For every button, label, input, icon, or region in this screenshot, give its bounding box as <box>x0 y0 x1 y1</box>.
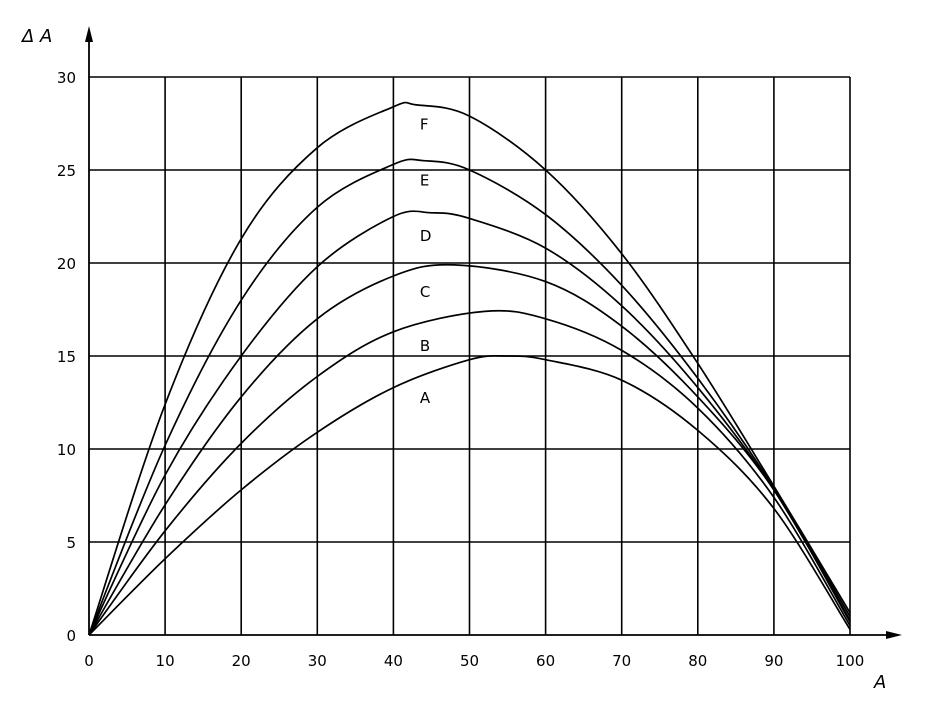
x-tick-label-30: 30 <box>308 652 327 670</box>
x-tick-label-90: 90 <box>764 652 783 670</box>
y-tick-label-10: 10 <box>57 441 76 459</box>
series-label-C: C <box>420 283 430 301</box>
series-line-E <box>88 158 851 636</box>
series-label-B: B <box>420 337 430 355</box>
x-axis-arrow <box>886 631 902 639</box>
series-curves <box>88 101 851 636</box>
series-line-D <box>88 210 851 636</box>
y-tick-label-30: 30 <box>57 69 76 87</box>
y-tick-label-0: 0 <box>66 627 76 645</box>
y-tick-label-15: 15 <box>57 348 76 366</box>
series-label-E: E <box>420 171 429 189</box>
x-tick-label-80: 80 <box>688 652 707 670</box>
series-line-F <box>88 101 851 636</box>
x-axis-title: A <box>873 672 886 693</box>
x-tick-label-100: 100 <box>836 652 865 670</box>
y-tick-label-20: 20 <box>57 255 76 273</box>
x-tick-label-60: 60 <box>536 652 555 670</box>
series-label-D: D <box>420 227 432 245</box>
x-tick-label-40: 40 <box>384 652 403 670</box>
x-tick-label-20: 20 <box>232 652 251 670</box>
y-tick-label-25: 25 <box>57 162 76 180</box>
series-labels: A B C D E F <box>420 116 432 407</box>
y-axis-title: Δ A <box>20 26 52 47</box>
y-axis-arrow <box>85 26 93 42</box>
series-line-C <box>88 263 851 636</box>
x-tick-label-50: 50 <box>460 652 479 670</box>
series-label-F: F <box>420 116 429 134</box>
grid <box>89 76 851 635</box>
series-label-A: A <box>420 389 431 407</box>
axes <box>85 26 902 639</box>
series-line-B <box>88 309 851 636</box>
y-tick-labels: 0 5 10 15 20 25 30 <box>57 69 76 645</box>
x-tick-label-0: 0 <box>84 652 94 670</box>
x-tick-label-10: 10 <box>156 652 175 670</box>
x-tick-label-70: 70 <box>612 652 631 670</box>
y-tick-label-5: 5 <box>66 534 76 552</box>
series-line-A <box>88 354 851 636</box>
x-tick-labels: 0 10 20 30 40 50 60 70 80 90 100 <box>84 652 864 670</box>
